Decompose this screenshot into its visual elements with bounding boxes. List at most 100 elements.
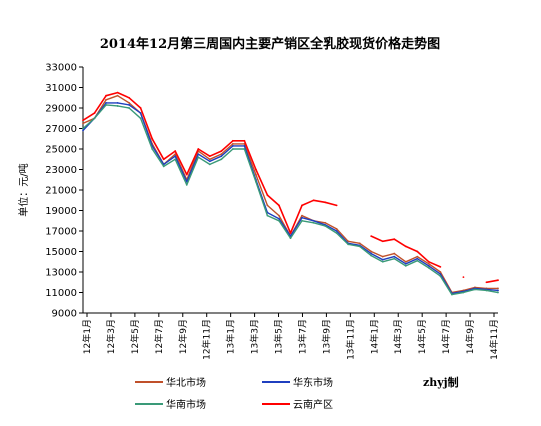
series-point	[335, 232, 338, 234]
x-tick-label: 13年5月	[273, 319, 285, 354]
series-point	[497, 279, 499, 282]
x-tick-label: 13年3月	[249, 319, 261, 354]
series-point	[185, 173, 188, 176]
series-point	[485, 281, 488, 284]
series-point	[450, 293, 453, 296]
plot-area: 9000 11000 13000 15000 17000 19000 21000 23000 2…	[45, 63, 500, 360]
series-point	[255, 180, 257, 183]
series-point	[151, 137, 154, 140]
series-point	[93, 117, 96, 120]
series-point	[220, 153, 223, 156]
y-tick-label: 27000	[45, 124, 77, 135]
series-point	[393, 255, 396, 258]
series-point	[439, 273, 442, 275]
series-point	[497, 287, 499, 290]
x-tick-label: 14年3月	[392, 319, 404, 354]
x-tick-label: 12年9月	[177, 319, 189, 354]
series-point	[208, 163, 211, 166]
series-point	[497, 289, 499, 292]
y-tick-label: 15000	[45, 247, 77, 258]
series-point	[220, 158, 223, 161]
x-tick-label: 13年7月	[296, 319, 308, 354]
series-point	[82, 119, 84, 122]
series-point	[474, 288, 476, 291]
series-line	[82, 91, 499, 284]
series-point	[208, 155, 211, 158]
series-point	[427, 267, 430, 269]
series-point	[404, 260, 407, 263]
series-point	[404, 262, 407, 265]
series-point	[462, 276, 465, 279]
series-point	[381, 240, 384, 243]
series-point	[82, 129, 84, 132]
series-point	[116, 105, 119, 107]
series-point	[358, 242, 361, 245]
y-tick-label: 21000	[45, 186, 77, 197]
y-tick-label: 9000	[52, 309, 77, 320]
series-point	[105, 98, 107, 101]
series-point	[289, 232, 292, 234]
legend-label: 华南市场	[166, 398, 206, 411]
series-point	[208, 160, 211, 163]
series-point	[128, 104, 131, 106]
series-point	[220, 155, 223, 158]
series-point	[347, 243, 350, 246]
series-point	[278, 219, 280, 222]
series-point	[197, 153, 200, 156]
x-tick-label: 14年1月	[368, 319, 380, 354]
series-point	[174, 158, 177, 161]
credit-label: zhyj制	[423, 375, 459, 389]
series-point	[439, 271, 442, 273]
series-point	[128, 96, 131, 99]
series-line	[82, 104, 499, 296]
series-point	[185, 183, 188, 186]
series-point	[139, 107, 142, 109]
series-point	[243, 139, 246, 142]
y-tick-label: 29000	[45, 104, 77, 115]
series-point	[220, 150, 223, 152]
series-point	[370, 254, 373, 257]
series-point	[404, 264, 407, 267]
series-point	[243, 148, 246, 150]
y-tick-label: 25000	[45, 145, 77, 156]
y-axis-label: 单位：元/吨	[17, 163, 30, 216]
series-point	[497, 291, 499, 294]
x-tick-label: 14年5月	[416, 319, 428, 354]
y-tick-label: 19000	[45, 206, 77, 217]
series-point	[197, 156, 200, 159]
series-point	[358, 245, 361, 248]
series-point	[231, 148, 234, 150]
series-point	[255, 168, 257, 171]
y-tick-label: 23000	[45, 165, 77, 176]
series-point	[324, 221, 326, 224]
series-point	[128, 101, 131, 104]
series-point	[416, 257, 419, 260]
series-point	[278, 204, 280, 207]
series-point	[128, 107, 131, 109]
series-point	[278, 217, 280, 220]
x-tick-label: 12年3月	[105, 319, 117, 354]
series-point	[197, 148, 200, 150]
x-tick-label: 14年7月	[440, 319, 452, 354]
series-point	[289, 237, 292, 240]
series-point	[243, 145, 246, 147]
series-point	[151, 148, 154, 150]
series-point	[439, 275, 442, 277]
series-point	[324, 224, 326, 227]
series-point	[266, 194, 269, 197]
series-point	[439, 265, 442, 268]
x-tick-label: 13年11月	[344, 319, 356, 360]
series-point	[116, 94, 119, 97]
series-point	[416, 259, 419, 262]
series-point	[93, 112, 96, 115]
series-point	[312, 199, 315, 202]
series-point	[381, 258, 384, 261]
series-point	[370, 252, 373, 255]
series-point	[381, 255, 384, 258]
series-point	[335, 230, 338, 232]
series-point	[231, 145, 234, 147]
series-point	[427, 264, 430, 267]
chart-title: 2014年12月第三周国内主要产销区全乳胶现货价格走势图	[100, 36, 440, 52]
series-point	[231, 139, 234, 142]
